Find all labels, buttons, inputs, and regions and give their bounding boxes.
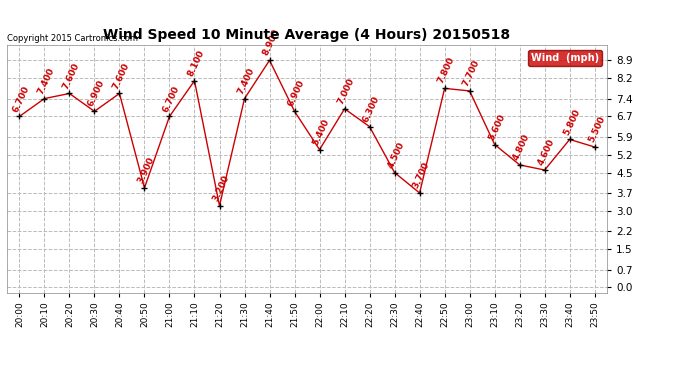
Text: 7.800: 7.800 <box>437 56 457 86</box>
Text: 7.400: 7.400 <box>237 66 257 96</box>
Text: 5.500: 5.500 <box>586 115 607 144</box>
Text: 4.800: 4.800 <box>511 132 531 162</box>
Text: 6.900: 6.900 <box>286 79 306 108</box>
Text: 7.000: 7.000 <box>337 76 357 106</box>
Text: 5.400: 5.400 <box>311 117 331 147</box>
Text: 7.600: 7.600 <box>111 61 131 90</box>
Text: 5.600: 5.600 <box>486 112 506 141</box>
Text: 6.700: 6.700 <box>161 84 181 113</box>
Text: 4.600: 4.600 <box>537 138 557 167</box>
Text: 4.500: 4.500 <box>386 140 406 170</box>
Text: 6.700: 6.700 <box>11 84 31 113</box>
Title: Wind Speed 10 Minute Average (4 Hours) 20150518: Wind Speed 10 Minute Average (4 Hours) 2… <box>104 28 511 42</box>
Text: 8.100: 8.100 <box>186 48 206 78</box>
Text: 7.400: 7.400 <box>37 66 57 96</box>
Text: 3.700: 3.700 <box>411 160 431 190</box>
Text: 7.700: 7.700 <box>462 58 482 88</box>
Text: 6.300: 6.300 <box>362 94 382 124</box>
Text: 3.200: 3.200 <box>211 173 231 202</box>
Text: 3.900: 3.900 <box>137 155 157 185</box>
Text: 5.800: 5.800 <box>562 107 582 136</box>
Legend: Wind  (mph): Wind (mph) <box>529 50 602 66</box>
Text: Copyright 2015 Cartronics.com: Copyright 2015 Cartronics.com <box>7 33 138 42</box>
Text: 6.900: 6.900 <box>86 79 106 108</box>
Text: 8.900: 8.900 <box>262 28 282 57</box>
Text: 7.600: 7.600 <box>61 61 81 90</box>
